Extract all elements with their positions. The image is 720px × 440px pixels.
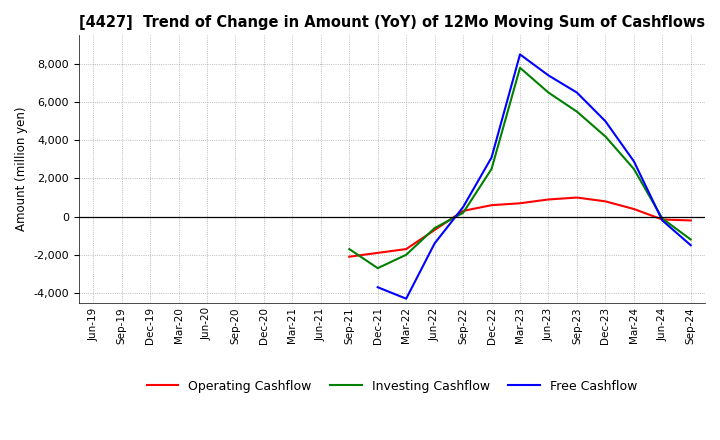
Free Cashflow <box>572 90 581 95</box>
Investing Cashflow <box>544 90 553 95</box>
Investing Cashflow <box>629 166 638 172</box>
Operating Cashflow <box>516 201 524 206</box>
Free Cashflow <box>658 218 667 223</box>
Free Cashflow <box>544 73 553 78</box>
Free Cashflow <box>487 155 496 160</box>
Investing Cashflow <box>402 252 410 257</box>
Operating Cashflow <box>629 206 638 212</box>
Legend: Operating Cashflow, Investing Cashflow, Free Cashflow: Operating Cashflow, Investing Cashflow, … <box>142 375 642 398</box>
Investing Cashflow <box>658 216 667 221</box>
Investing Cashflow <box>572 109 581 114</box>
Operating Cashflow <box>686 218 695 223</box>
Investing Cashflow <box>686 237 695 242</box>
Line: Investing Cashflow: Investing Cashflow <box>349 68 690 268</box>
Free Cashflow <box>402 296 410 301</box>
Operating Cashflow <box>345 254 354 259</box>
Investing Cashflow <box>601 134 610 139</box>
Line: Operating Cashflow: Operating Cashflow <box>349 198 690 257</box>
Operating Cashflow <box>658 217 667 222</box>
Free Cashflow <box>601 118 610 124</box>
Title: [4427]  Trend of Change in Amount (YoY) of 12Mo Moving Sum of Cashflows: [4427] Trend of Change in Amount (YoY) o… <box>79 15 705 30</box>
Y-axis label: Amount (million yen): Amount (million yen) <box>15 106 28 231</box>
Operating Cashflow <box>572 195 581 200</box>
Free Cashflow <box>431 241 439 246</box>
Line: Free Cashflow: Free Cashflow <box>378 55 690 299</box>
Operating Cashflow <box>402 246 410 252</box>
Free Cashflow <box>374 285 382 290</box>
Operating Cashflow <box>459 208 467 213</box>
Investing Cashflow <box>374 265 382 271</box>
Investing Cashflow <box>459 210 467 216</box>
Free Cashflow <box>686 242 695 248</box>
Free Cashflow <box>516 52 524 57</box>
Investing Cashflow <box>487 166 496 172</box>
Operating Cashflow <box>487 202 496 208</box>
Operating Cashflow <box>601 199 610 204</box>
Operating Cashflow <box>374 250 382 256</box>
Operating Cashflow <box>544 197 553 202</box>
Investing Cashflow <box>516 65 524 70</box>
Free Cashflow <box>629 159 638 164</box>
Investing Cashflow <box>345 246 354 252</box>
Operating Cashflow <box>431 227 439 233</box>
Free Cashflow <box>459 205 467 210</box>
Investing Cashflow <box>431 225 439 231</box>
